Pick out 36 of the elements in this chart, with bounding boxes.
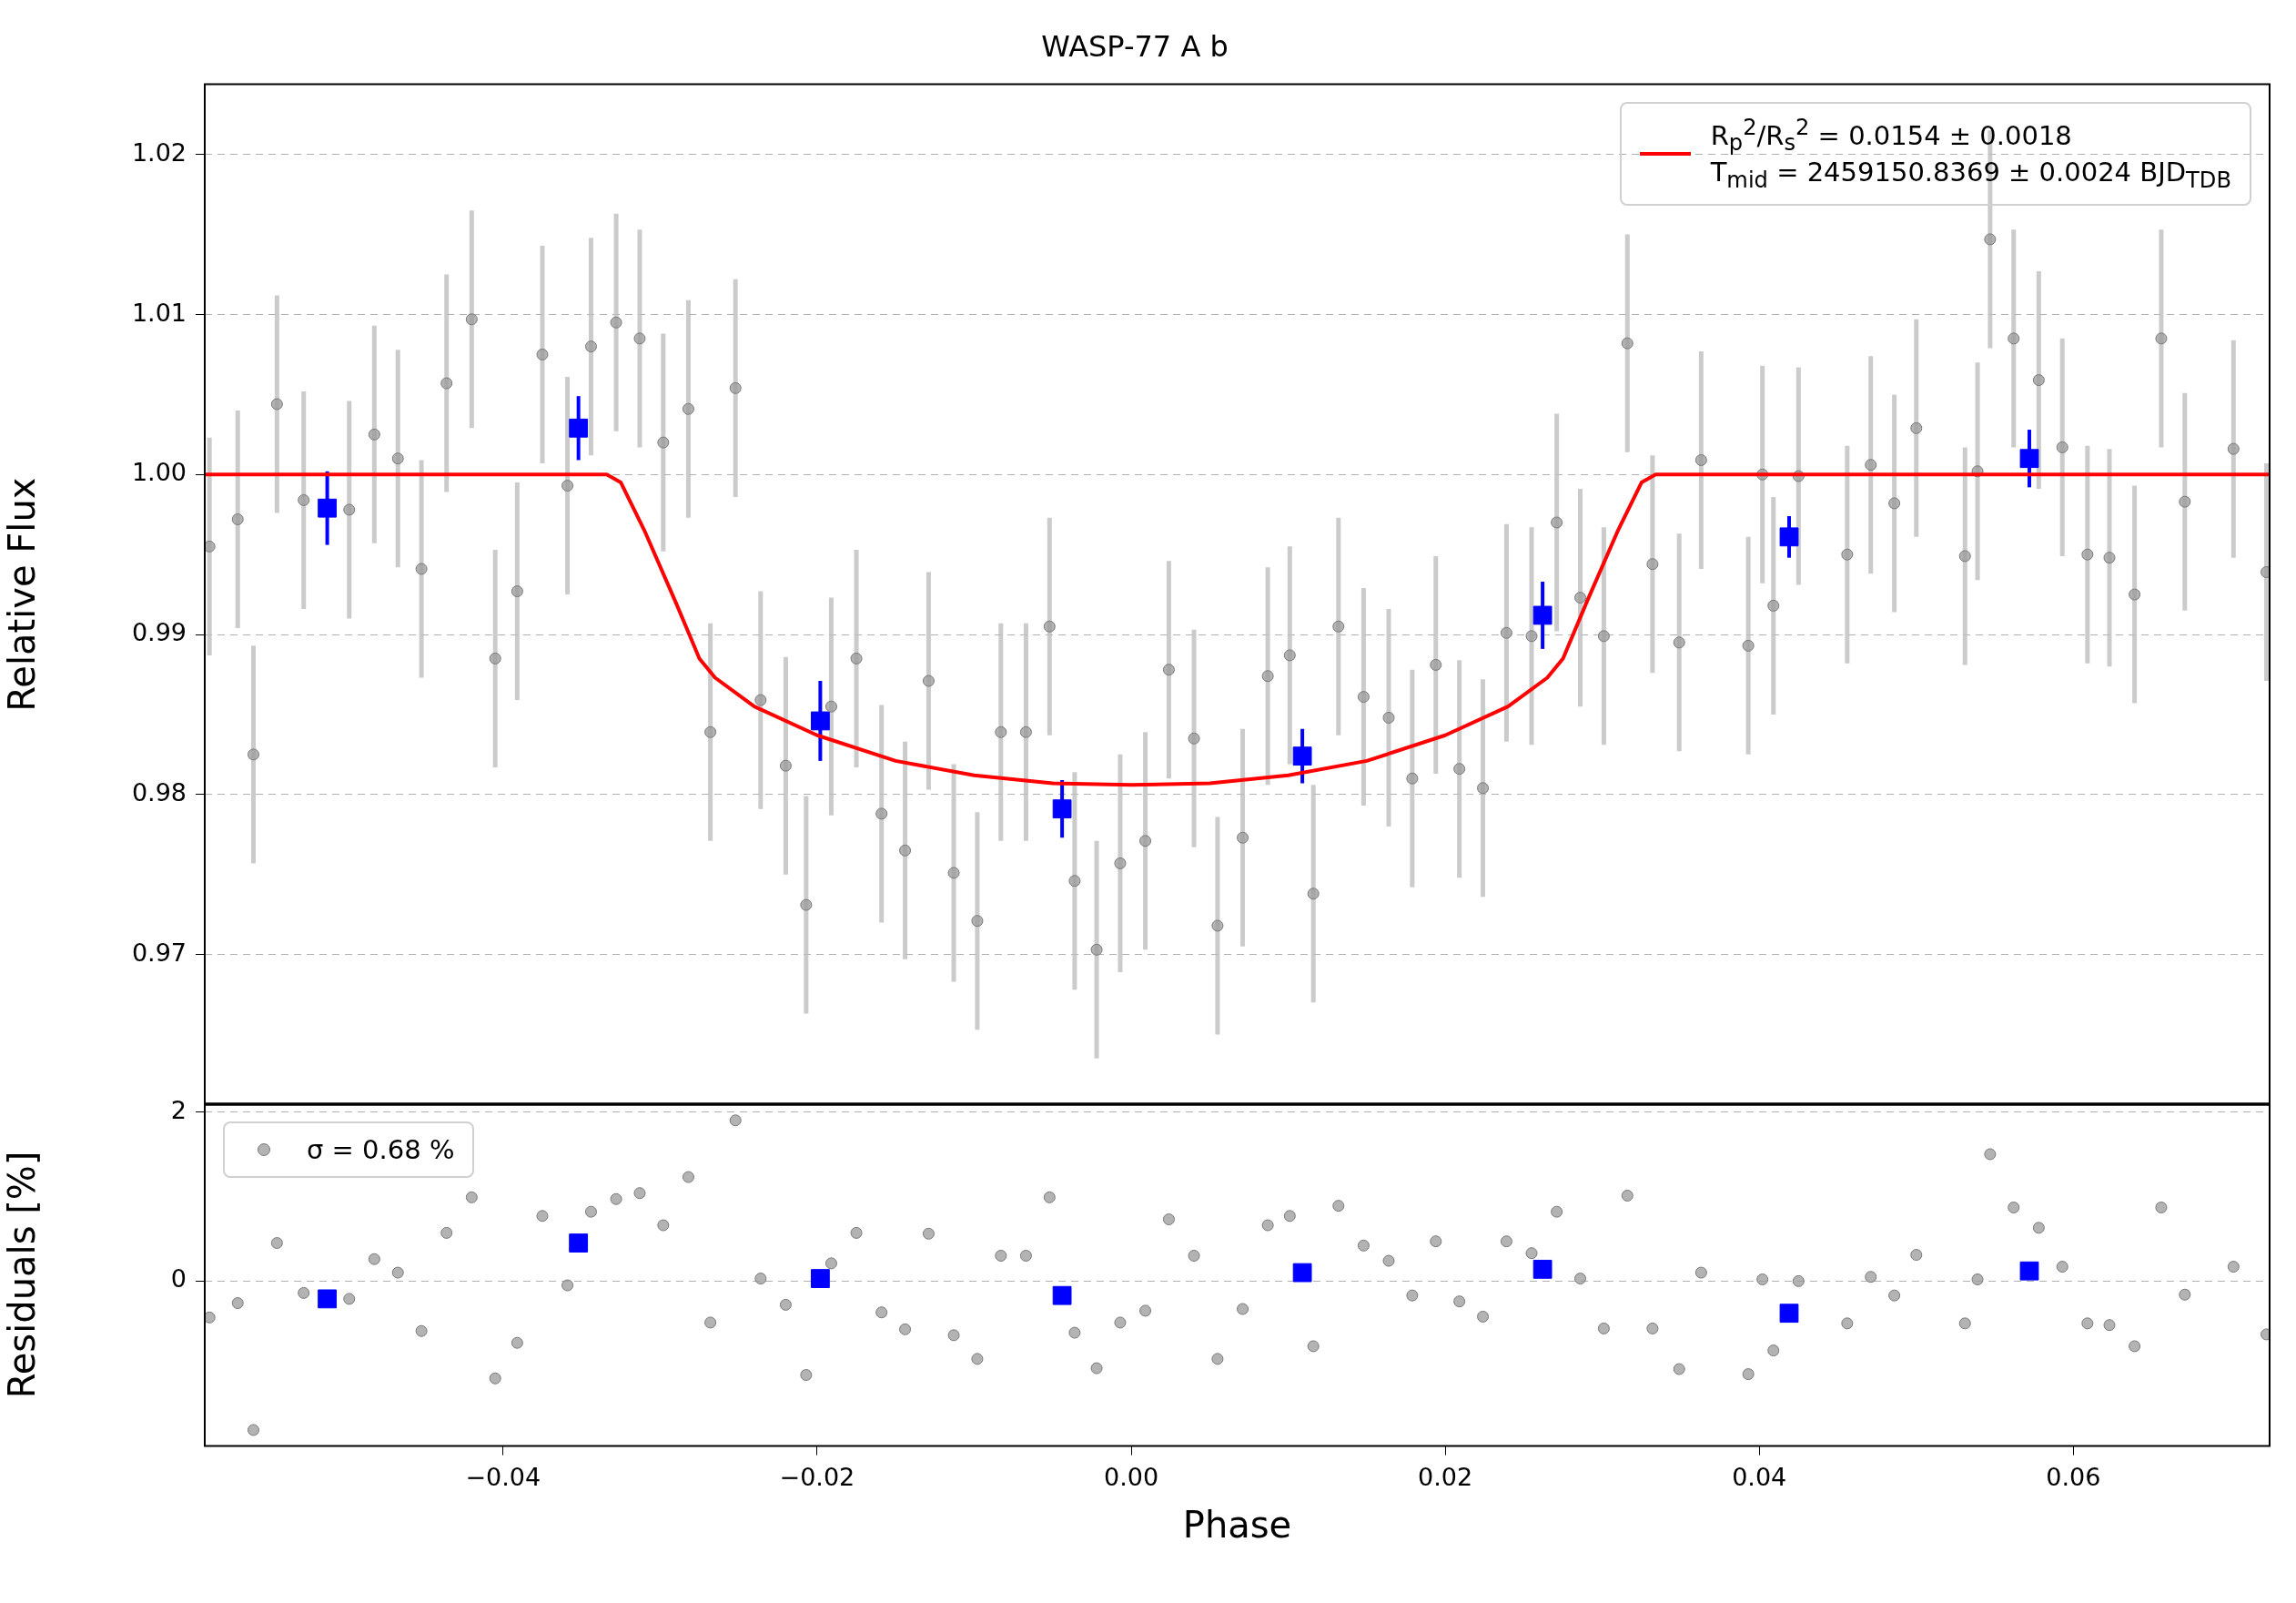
y-tick-label: 1.01 — [131, 298, 187, 327]
point — [318, 1289, 337, 1309]
x-tick-label: −0.02 — [779, 1462, 855, 1491]
y-tick-label: 1.00 — [131, 458, 187, 487]
x-tick-label: 0.06 — [2046, 1462, 2101, 1491]
x-axis-title: Phase — [1182, 1504, 1292, 1547]
text: R$_{p}$$^{2}$/R$_{s}$$^{2}$ = 0.0154 ± 0.0018 T$_{mid}$ = 2459150.8369 ± 0.0024 BJD$_{TDB}$ — [1710, 115, 2231, 193]
x-tick-label: 0.02 — [1418, 1462, 1473, 1491]
x-tick-label: 0.04 — [1732, 1462, 1787, 1491]
point — [1292, 1263, 1312, 1283]
y-axis-title: Residuals [%] — [1, 1151, 44, 1399]
point — [810, 711, 830, 731]
point — [569, 418, 589, 438]
x-tick-label: 0.00 — [1103, 1462, 1159, 1491]
point — [1052, 1285, 1072, 1305]
y-tick-label: 0.98 — [131, 777, 187, 807]
point — [1532, 605, 1553, 625]
y-axis-title: Relative Flux — [1, 477, 44, 712]
y-tick-label: 0.97 — [131, 938, 187, 967]
x-tick-label: −0.04 — [465, 1462, 541, 1491]
y-tick-label: 0.99 — [131, 618, 187, 647]
y-tick-label: 2 — [170, 1095, 187, 1124]
point — [569, 1233, 589, 1253]
legend-label: σ = 0.68 % — [307, 1134, 455, 1166]
y-tick-label: 1.02 — [131, 137, 187, 167]
point — [2019, 449, 2039, 469]
point — [1779, 527, 1799, 547]
point — [2019, 1261, 2039, 1281]
point — [1532, 1259, 1553, 1279]
point — [1292, 746, 1312, 766]
y-tick-label: 0 — [170, 1264, 187, 1294]
point — [1052, 799, 1072, 819]
point — [810, 1269, 830, 1288]
point — [1779, 1304, 1799, 1324]
point — [318, 498, 337, 518]
chart-title: WASP-77 A b — [1041, 28, 1229, 64]
